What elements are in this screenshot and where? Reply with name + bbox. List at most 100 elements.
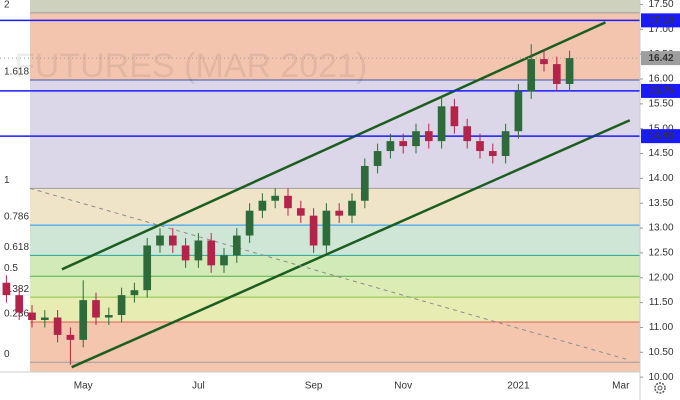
settings-icon[interactable] [654, 382, 666, 394]
candle-body [53, 317, 62, 335]
y-tick-label: 17.00 [648, 24, 673, 35]
price-tag-label: 14.85 [648, 131, 673, 142]
candle-body [501, 131, 510, 157]
candle-body [424, 131, 433, 142]
y-tick-label: 10.50 [648, 347, 673, 358]
fib-label: 1 [4, 175, 10, 186]
y-tick-label: 14.00 [648, 173, 673, 184]
y-tick-label: 10.00 [648, 372, 673, 383]
candle-body [220, 255, 228, 266]
candle-body [207, 240, 216, 266]
x-tick-label: Sep [305, 381, 323, 392]
price-tag-label: 15.76 [648, 86, 673, 97]
candle-body [360, 165, 369, 201]
fib-band [30, 321, 640, 363]
fib-label: 1.618 [4, 67, 29, 78]
candle-body [514, 91, 523, 132]
candle-body [437, 106, 446, 142]
candle-body [527, 59, 536, 92]
candle-body [271, 195, 280, 201]
candle-body [463, 126, 472, 142]
fib-label: 0.618 [4, 242, 29, 253]
y-tick-label: 16.00 [648, 74, 673, 85]
candle-body [79, 300, 88, 340]
y-tick-label: 13.00 [648, 223, 673, 234]
candle-body [540, 59, 548, 65]
candle-body [335, 210, 344, 216]
x-tick-label: 2021 [507, 381, 530, 392]
candle-body [66, 334, 75, 340]
candle-body [130, 290, 139, 296]
candle-body [296, 208, 305, 216]
candle-body [386, 141, 395, 152]
x-tick-label: Mar [612, 381, 630, 392]
fib-band [30, 0, 640, 13]
candle-body [40, 317, 49, 320]
price-tag [641, 51, 680, 66]
y-tick-label: 12.00 [648, 272, 673, 283]
candle-body [168, 235, 177, 246]
trend-line [71, 119, 631, 369]
candle-body [565, 58, 574, 84]
fib-band [30, 297, 640, 322]
candle-body [399, 141, 408, 147]
candle-body [15, 295, 24, 313]
fib-label: 0.786 [4, 212, 29, 223]
y-tick-label: 11.50 [649, 297, 674, 308]
x-tick-label: Jul [192, 381, 205, 392]
candle-body [232, 235, 241, 256]
candle-body [412, 131, 420, 147]
fib-label: 0 [4, 349, 10, 360]
settings-hub [657, 385, 663, 391]
price-tag [641, 13, 680, 28]
price-axis-bg [640, 0, 680, 400]
fib-band [30, 12, 640, 81]
candle-body [92, 300, 100, 318]
candle-body [488, 151, 497, 157]
candle-body [450, 106, 459, 127]
x-axis-bg [0, 372, 640, 400]
y-tick-label: 12.50 [648, 248, 673, 259]
candle-body [28, 312, 36, 320]
y-tick-label: 13.50 [648, 198, 673, 209]
y-tick-label: 15.00 [648, 123, 673, 134]
candle-body [194, 240, 203, 261]
x-tick-label: May [74, 381, 93, 392]
candle-body [348, 200, 356, 216]
fib-label: 0.382 [4, 284, 29, 295]
fib-label: 0.236 [4, 309, 29, 320]
settings-ring [654, 382, 666, 394]
x-tick-label: Nov [394, 381, 412, 392]
y-tick-label: 17.50 [648, 0, 673, 10]
candle-body [284, 195, 292, 209]
candle-body [2, 282, 11, 296]
fib-band [30, 80, 640, 189]
fib-band [30, 188, 640, 226]
candle-body [143, 245, 152, 291]
fib-label: 0.5 [4, 263, 18, 274]
candle-body [373, 151, 382, 166]
watermark: FUTURES (MAR 2021) [14, 47, 367, 85]
candle-body [322, 210, 331, 246]
y-tick-label: 15.50 [648, 98, 673, 109]
candle-body [245, 210, 254, 236]
candle-body [156, 235, 164, 246]
candle-body [552, 64, 561, 84]
trend-line [61, 21, 606, 271]
y-tick-label: 11.00 [649, 322, 674, 333]
candle-body [117, 295, 126, 316]
price-tag-label: 17.18 [648, 15, 673, 26]
fib-band [30, 276, 640, 298]
y-tick-label: 14.50 [648, 148, 673, 159]
candle-body [476, 141, 484, 152]
candle-body [104, 315, 113, 318]
price-tag-label: 16.42 [648, 53, 673, 64]
price-tag [641, 129, 680, 144]
fib-band [30, 255, 640, 277]
candle-body [181, 245, 190, 261]
fib-label: 2 [4, 0, 10, 11]
price-tag [641, 83, 680, 98]
candle-body [309, 215, 318, 246]
candle-body [258, 200, 267, 211]
